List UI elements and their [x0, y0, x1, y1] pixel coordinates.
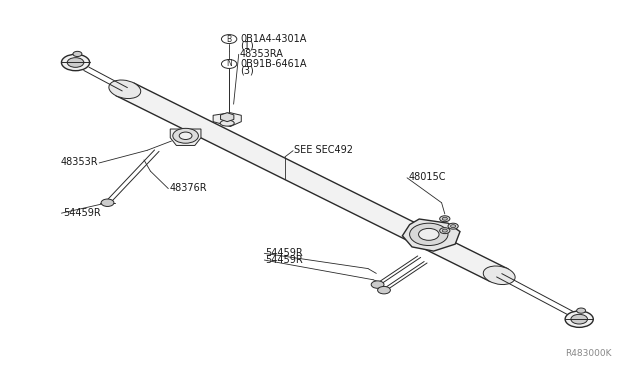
Ellipse shape [109, 80, 141, 99]
Polygon shape [116, 83, 508, 282]
Circle shape [571, 314, 588, 324]
Circle shape [101, 199, 114, 206]
Circle shape [221, 35, 237, 44]
Circle shape [179, 132, 192, 140]
Circle shape [448, 223, 458, 229]
Circle shape [440, 228, 450, 234]
Circle shape [419, 228, 439, 240]
Text: 48015C: 48015C [408, 172, 446, 182]
Circle shape [67, 58, 84, 67]
Polygon shape [403, 219, 460, 251]
Text: 54459R: 54459R [63, 208, 100, 218]
Polygon shape [170, 129, 201, 145]
Text: (1): (1) [240, 41, 253, 50]
Polygon shape [221, 113, 234, 122]
Circle shape [451, 225, 456, 228]
Circle shape [442, 229, 447, 232]
Circle shape [61, 54, 90, 71]
Ellipse shape [483, 266, 515, 285]
Text: R483000K: R483000K [564, 349, 611, 358]
Text: SEE SEC492: SEE SEC492 [294, 145, 353, 154]
Text: N: N [227, 60, 232, 68]
Circle shape [221, 60, 237, 68]
Circle shape [442, 217, 447, 220]
Circle shape [565, 311, 593, 327]
Text: B: B [227, 35, 232, 44]
Polygon shape [213, 113, 241, 126]
Text: 54459R: 54459R [266, 255, 303, 264]
Text: 48353R: 48353R [61, 157, 99, 167]
Ellipse shape [220, 120, 234, 126]
Circle shape [371, 281, 384, 288]
Circle shape [73, 51, 82, 57]
Circle shape [440, 216, 450, 222]
Text: 48353RA: 48353RA [240, 49, 284, 59]
Circle shape [378, 286, 390, 294]
Text: 0B91B-6461A: 0B91B-6461A [240, 59, 307, 69]
Circle shape [173, 128, 198, 143]
Circle shape [577, 308, 586, 313]
Circle shape [410, 223, 448, 246]
Text: 48376R: 48376R [170, 183, 207, 193]
Text: 0B1A4-4301A: 0B1A4-4301A [240, 34, 307, 44]
Text: (3): (3) [240, 65, 253, 75]
Text: 54459R: 54459R [266, 248, 303, 258]
